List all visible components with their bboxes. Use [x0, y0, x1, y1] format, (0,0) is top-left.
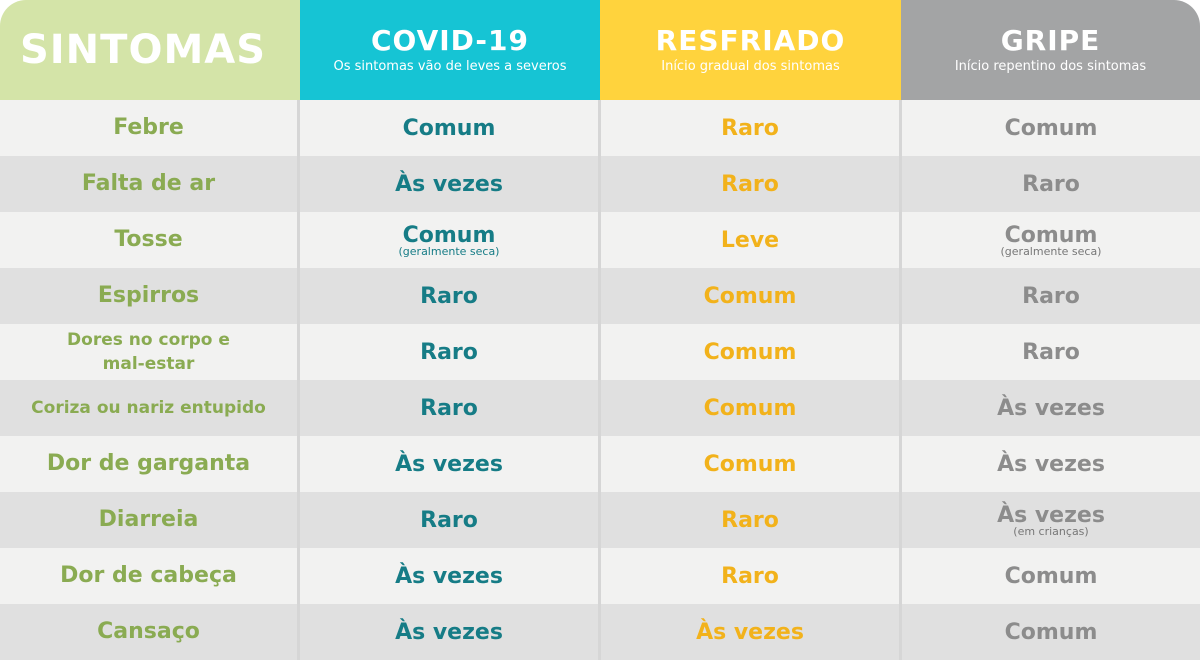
covid-cell: Às vezes: [300, 548, 601, 604]
cold-cell: Raro: [601, 548, 902, 604]
header-covid-subtitle: Os sintomas vão de leves a severos: [333, 59, 567, 74]
header-symptoms-title: SINTOMAS: [19, 27, 267, 73]
covid-cell: Comum: [300, 100, 601, 156]
header-cold-title: RESFRIADO: [655, 24, 846, 57]
table-row: Dor de garganta Às vezes Comum Às vezes: [0, 436, 1200, 492]
table-row: Febre Comum Raro Comum: [0, 100, 1200, 156]
cold-cell: Leve: [601, 212, 902, 268]
cold-cell: Às vezes: [601, 604, 902, 660]
symptom-cell: Dor de garganta: [0, 436, 300, 492]
flu-cell: Comum (geralmente seca): [902, 212, 1200, 268]
cold-cell: Raro: [601, 156, 902, 212]
flu-cell: Às vezes (em crianças): [902, 492, 1200, 548]
symptom-line: Dores no corpo e: [67, 330, 230, 350]
header-covid: COVID-19 Os sintomas vão de leves a seve…: [300, 0, 600, 100]
table-row: Diarreia Raro Raro Às vezes (em crianças…: [0, 492, 1200, 548]
covid-cell: Raro: [300, 492, 601, 548]
covid-cell: Raro: [300, 324, 601, 380]
flu-cell: Comum: [1004, 115, 1098, 141]
symptom-cell: Cansaço: [0, 604, 300, 660]
flu-value: Comum: [1004, 222, 1098, 248]
symptom-cell: Dores no corpo e mal-estar: [0, 324, 300, 380]
symptom-cell: Coriza ou nariz entupido: [0, 380, 300, 436]
table-row: Espirros Raro Comum Raro: [0, 268, 1200, 324]
flu-cell: Raro: [1022, 283, 1080, 309]
symptom-cell: Falta de ar: [0, 156, 300, 212]
header-cold: RESFRIADO Início gradual dos sintomas: [600, 0, 901, 100]
table-header: SINTOMAS COVID-19 Os sintomas vão de lev…: [0, 0, 1200, 100]
covid-cell: Às vezes: [300, 436, 601, 492]
flu-cell: Raro: [1022, 171, 1080, 197]
cold-cell: Comum: [601, 324, 902, 380]
flu-cell: Comum: [1004, 619, 1098, 645]
flu-cell: Comum: [1004, 563, 1098, 589]
flu-note: (em crianças): [1013, 524, 1089, 538]
covid-note: (geralmente seca): [398, 244, 500, 258]
table-row: Coriza ou nariz entupido Raro Comum Às v…: [0, 380, 1200, 436]
covid-cell: Às vezes: [300, 604, 601, 660]
symptom-cell: Dor de cabeça: [0, 548, 300, 604]
flu-note: (geralmente seca): [1000, 244, 1102, 258]
cold-cell: Comum: [601, 268, 902, 324]
table-row: Tosse Comum (geralmente seca) Leve Comum…: [0, 212, 1200, 268]
table-row: Dor de cabeça Às vezes Raro Comum: [0, 548, 1200, 604]
table-row: Cansaço Às vezes Às vezes Comum: [0, 604, 1200, 660]
header-cold-subtitle: Início gradual dos sintomas: [661, 59, 840, 74]
header-flu: GRIPE Início repentino dos sintomas: [901, 0, 1200, 100]
flu-cell: Raro: [1022, 339, 1080, 365]
header-flu-subtitle: Início repentino dos sintomas: [954, 59, 1147, 74]
covid-cell: Comum (geralmente seca): [300, 212, 601, 268]
table-row: Dores no corpo e mal-estar Raro Comum Ra…: [0, 324, 1200, 380]
header-covid-title: COVID-19: [370, 24, 530, 57]
covid-cell: Às vezes: [300, 156, 601, 212]
symptom-cell: Diarreia: [0, 492, 300, 548]
table-body: Febre Comum Raro Comum Falta de ar Às ve…: [0, 100, 1200, 660]
covid-cell: Raro: [300, 268, 601, 324]
symptom-cell: Febre: [0, 100, 300, 156]
covid-value: Comum: [402, 222, 496, 248]
flu-cell: Às vezes: [997, 395, 1105, 421]
cold-cell: Comum: [601, 380, 902, 436]
flu-value: Às vezes: [997, 502, 1105, 528]
covid-cell: Raro: [300, 380, 601, 436]
symptom-cell: Tosse: [0, 212, 300, 268]
header-flu-title: GRIPE: [1000, 24, 1101, 57]
cold-cell: Comum: [601, 436, 902, 492]
flu-cell: Às vezes: [997, 451, 1105, 477]
table-row: Falta de ar Às vezes Raro Raro: [0, 156, 1200, 212]
symptom-line: mal-estar: [102, 354, 195, 374]
cold-cell: Raro: [601, 100, 902, 156]
header-symptoms: SINTOMAS: [0, 0, 300, 100]
cold-cell: Raro: [601, 492, 902, 548]
symptom-cell: Espirros: [0, 268, 300, 324]
